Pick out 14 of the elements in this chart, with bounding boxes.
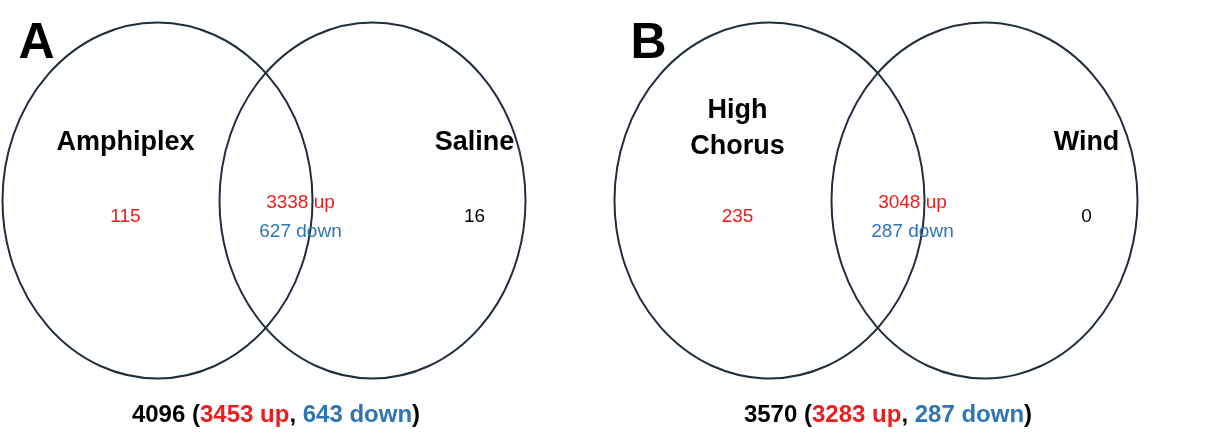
category-label: Amphiplex bbox=[56, 125, 195, 156]
data-label: 235 bbox=[721, 205, 754, 226]
text: B bbox=[630, 12, 667, 69]
text: 3338 up bbox=[266, 190, 335, 212]
data-label: 115 bbox=[110, 205, 141, 226]
category-label: High Chorus bbox=[690, 93, 785, 160]
text: 3570 (3283 up, 287 down) bbox=[743, 399, 1033, 429]
data-label: 16 bbox=[463, 205, 486, 226]
category-label: Saline bbox=[434, 125, 515, 156]
text: A bbox=[18, 12, 55, 69]
category-label: Wind bbox=[1053, 125, 1120, 156]
text: 3048 up bbox=[878, 190, 947, 212]
data-label: 0 bbox=[1081, 205, 1092, 226]
text: 4096 (3453 up, 643 down) bbox=[131, 399, 421, 429]
